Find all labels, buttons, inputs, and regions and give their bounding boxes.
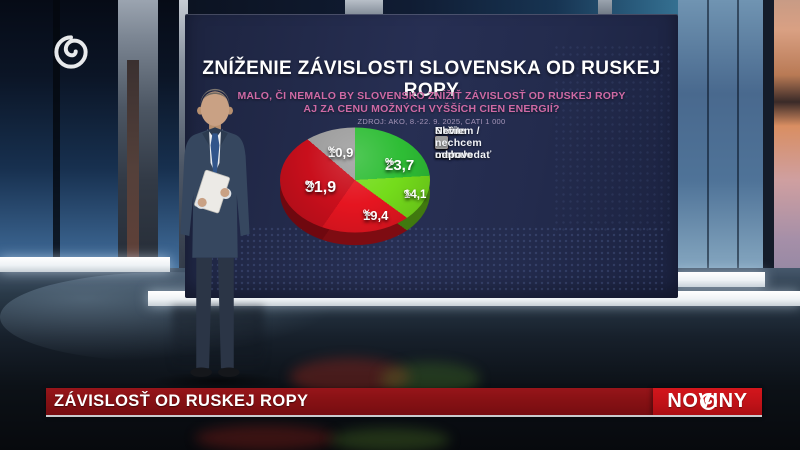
light-strip (673, 272, 765, 287)
ticker-underline (46, 415, 762, 417)
pillar-stripe (127, 60, 139, 258)
ticker-headline: ZÁVISLOSŤ OD RUSKEJ ROPY (54, 388, 308, 415)
right-panel-edge (763, 0, 774, 300)
pie-gloss (280, 128, 430, 233)
sunset-backdrop-panel (774, 0, 800, 300)
panel-seam (737, 0, 739, 292)
legend-label: Neviem / nechcem odpovedať (435, 125, 491, 161)
presenter (165, 84, 265, 390)
panel-seam (707, 0, 709, 292)
tv-news-frame: ZNÍŽENIE ZÁVISLOSTI SLOVENSKA OD RUSKEJ … (0, 0, 800, 450)
floor-reflection-green (330, 428, 450, 450)
light-strip (0, 257, 170, 272)
floor-reflection-red (195, 425, 335, 450)
pie-chart (280, 128, 430, 233)
right-wall-panels (678, 0, 772, 292)
joj-spiral-icon (54, 35, 88, 69)
screen-dot-texture (197, 226, 667, 292)
noviny-brand-box: NOVINY (653, 388, 762, 415)
lower-third-bar: ZÁVISLOSŤ OD RUSKEJ ROPY NOVINY (46, 388, 762, 415)
noviny-spiral-icon (700, 393, 717, 410)
